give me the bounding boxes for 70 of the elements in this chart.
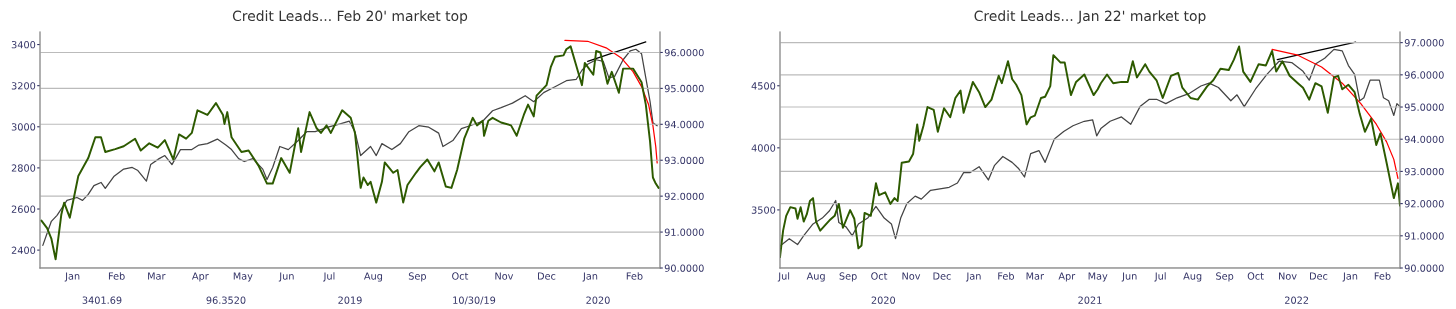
chart-title: Credit Leads... Feb 20' market top: [232, 10, 468, 24]
y-tick-label: 3200: [11, 82, 36, 90]
x-tick-label: Apr: [191, 272, 209, 282]
y2-tick-label: 96.0000: [1404, 71, 1444, 79]
x-tick-label: Mar: [1026, 272, 1044, 280]
x-tick-label: Sep: [839, 272, 857, 282]
x-tick-label: Feb: [1374, 272, 1391, 280]
text: 2020: [871, 296, 896, 304]
y2-tick-label: 96.0000: [664, 48, 704, 57]
text: 10/30/19: [453, 296, 496, 305]
x-tick-label: Apr: [1058, 272, 1076, 282]
y-tick-label: 3000: [11, 123, 36, 131]
x-tick-label: Jul: [323, 272, 335, 282]
x-tick-label: Oct: [871, 272, 888, 280]
text: 2021: [1078, 296, 1102, 304]
x-tick-label: May: [233, 272, 253, 282]
y2-tick-label: 92.0000: [1404, 200, 1444, 208]
text: 3401.69: [82, 296, 122, 304]
line-series: [1271, 48, 1399, 180]
line-series: [564, 39, 658, 164]
y2-tick-label: 92.0000: [664, 192, 704, 200]
x-tick-label: Feb: [626, 272, 643, 280]
x-tick-label: Sep: [408, 272, 427, 282]
y-tick-label: 4500: [751, 82, 776, 90]
x-tick-label: Feb: [998, 272, 1014, 280]
y2-tick-label: 90.0000: [1404, 264, 1444, 272]
x-tick-label: Nov: [495, 272, 514, 280]
x-tick-label: Sep: [1216, 272, 1234, 282]
y2-tick-label: 91.0000: [664, 228, 704, 236]
x-tick-label: Aug: [806, 272, 825, 282]
y-tick-label: 2800: [11, 164, 36, 172]
text: 2019: [338, 296, 362, 304]
x-tick-label: Dec: [538, 272, 556, 280]
x-tick-label: Dec: [933, 272, 951, 280]
y-tick-label: 3400: [11, 41, 36, 49]
text: 96.3520: [206, 296, 246, 304]
x-tick-label: Nov: [1279, 272, 1297, 280]
chart-title: Credit Leads... Jan 22' market top: [974, 10, 1206, 24]
y-tick-label: 2400: [11, 246, 36, 254]
y2-tick-label: 97.0000: [1404, 39, 1444, 47]
x-tick-label: Jan: [64, 272, 80, 282]
x-tick-label: Jan: [582, 272, 598, 282]
x-tick-label: Oct: [452, 272, 469, 280]
x-tick-label: Feb: [108, 272, 125, 280]
y-tick-label: 2600: [11, 205, 36, 213]
text: 2020: [586, 296, 610, 304]
y2-tick-label: 95.0000: [1404, 103, 1444, 111]
x-tick-label: Nov: [902, 272, 921, 280]
x-tick-label: Oct: [1247, 272, 1264, 280]
x-tick-label: Dec: [1310, 272, 1328, 280]
y2-tick-label: 91.0000: [1404, 232, 1444, 240]
x-tick-label: Jan: [965, 272, 981, 282]
text: 2022: [1285, 296, 1309, 304]
y2-tick-label: 94.0000: [664, 120, 704, 129]
x-tick-label: May: [1088, 272, 1108, 282]
x-tick-label: Mar: [148, 272, 166, 280]
x-tick-label: Aug: [363, 272, 383, 282]
x-tick-label: Jan: [1342, 272, 1358, 282]
y2-tick-label: 93.0000: [664, 156, 704, 165]
y2-tick-label: 94.0000: [1404, 135, 1444, 144]
x-tick-label: Jul: [777, 272, 790, 282]
x-tick-label: Jul: [1154, 272, 1166, 282]
y-tick-label: 3500: [751, 206, 776, 214]
x-tick-label: Jun: [1121, 272, 1137, 282]
y-tick-label: 4000: [751, 144, 776, 152]
x-tick-label: Jun: [278, 272, 294, 282]
y2-tick-label: 95.0000: [664, 84, 704, 93]
y2-tick-label: 93.0000: [1404, 167, 1444, 176]
x-tick-label: Aug: [1183, 272, 1202, 282]
y2-tick-label: 90.0000: [664, 264, 704, 272]
